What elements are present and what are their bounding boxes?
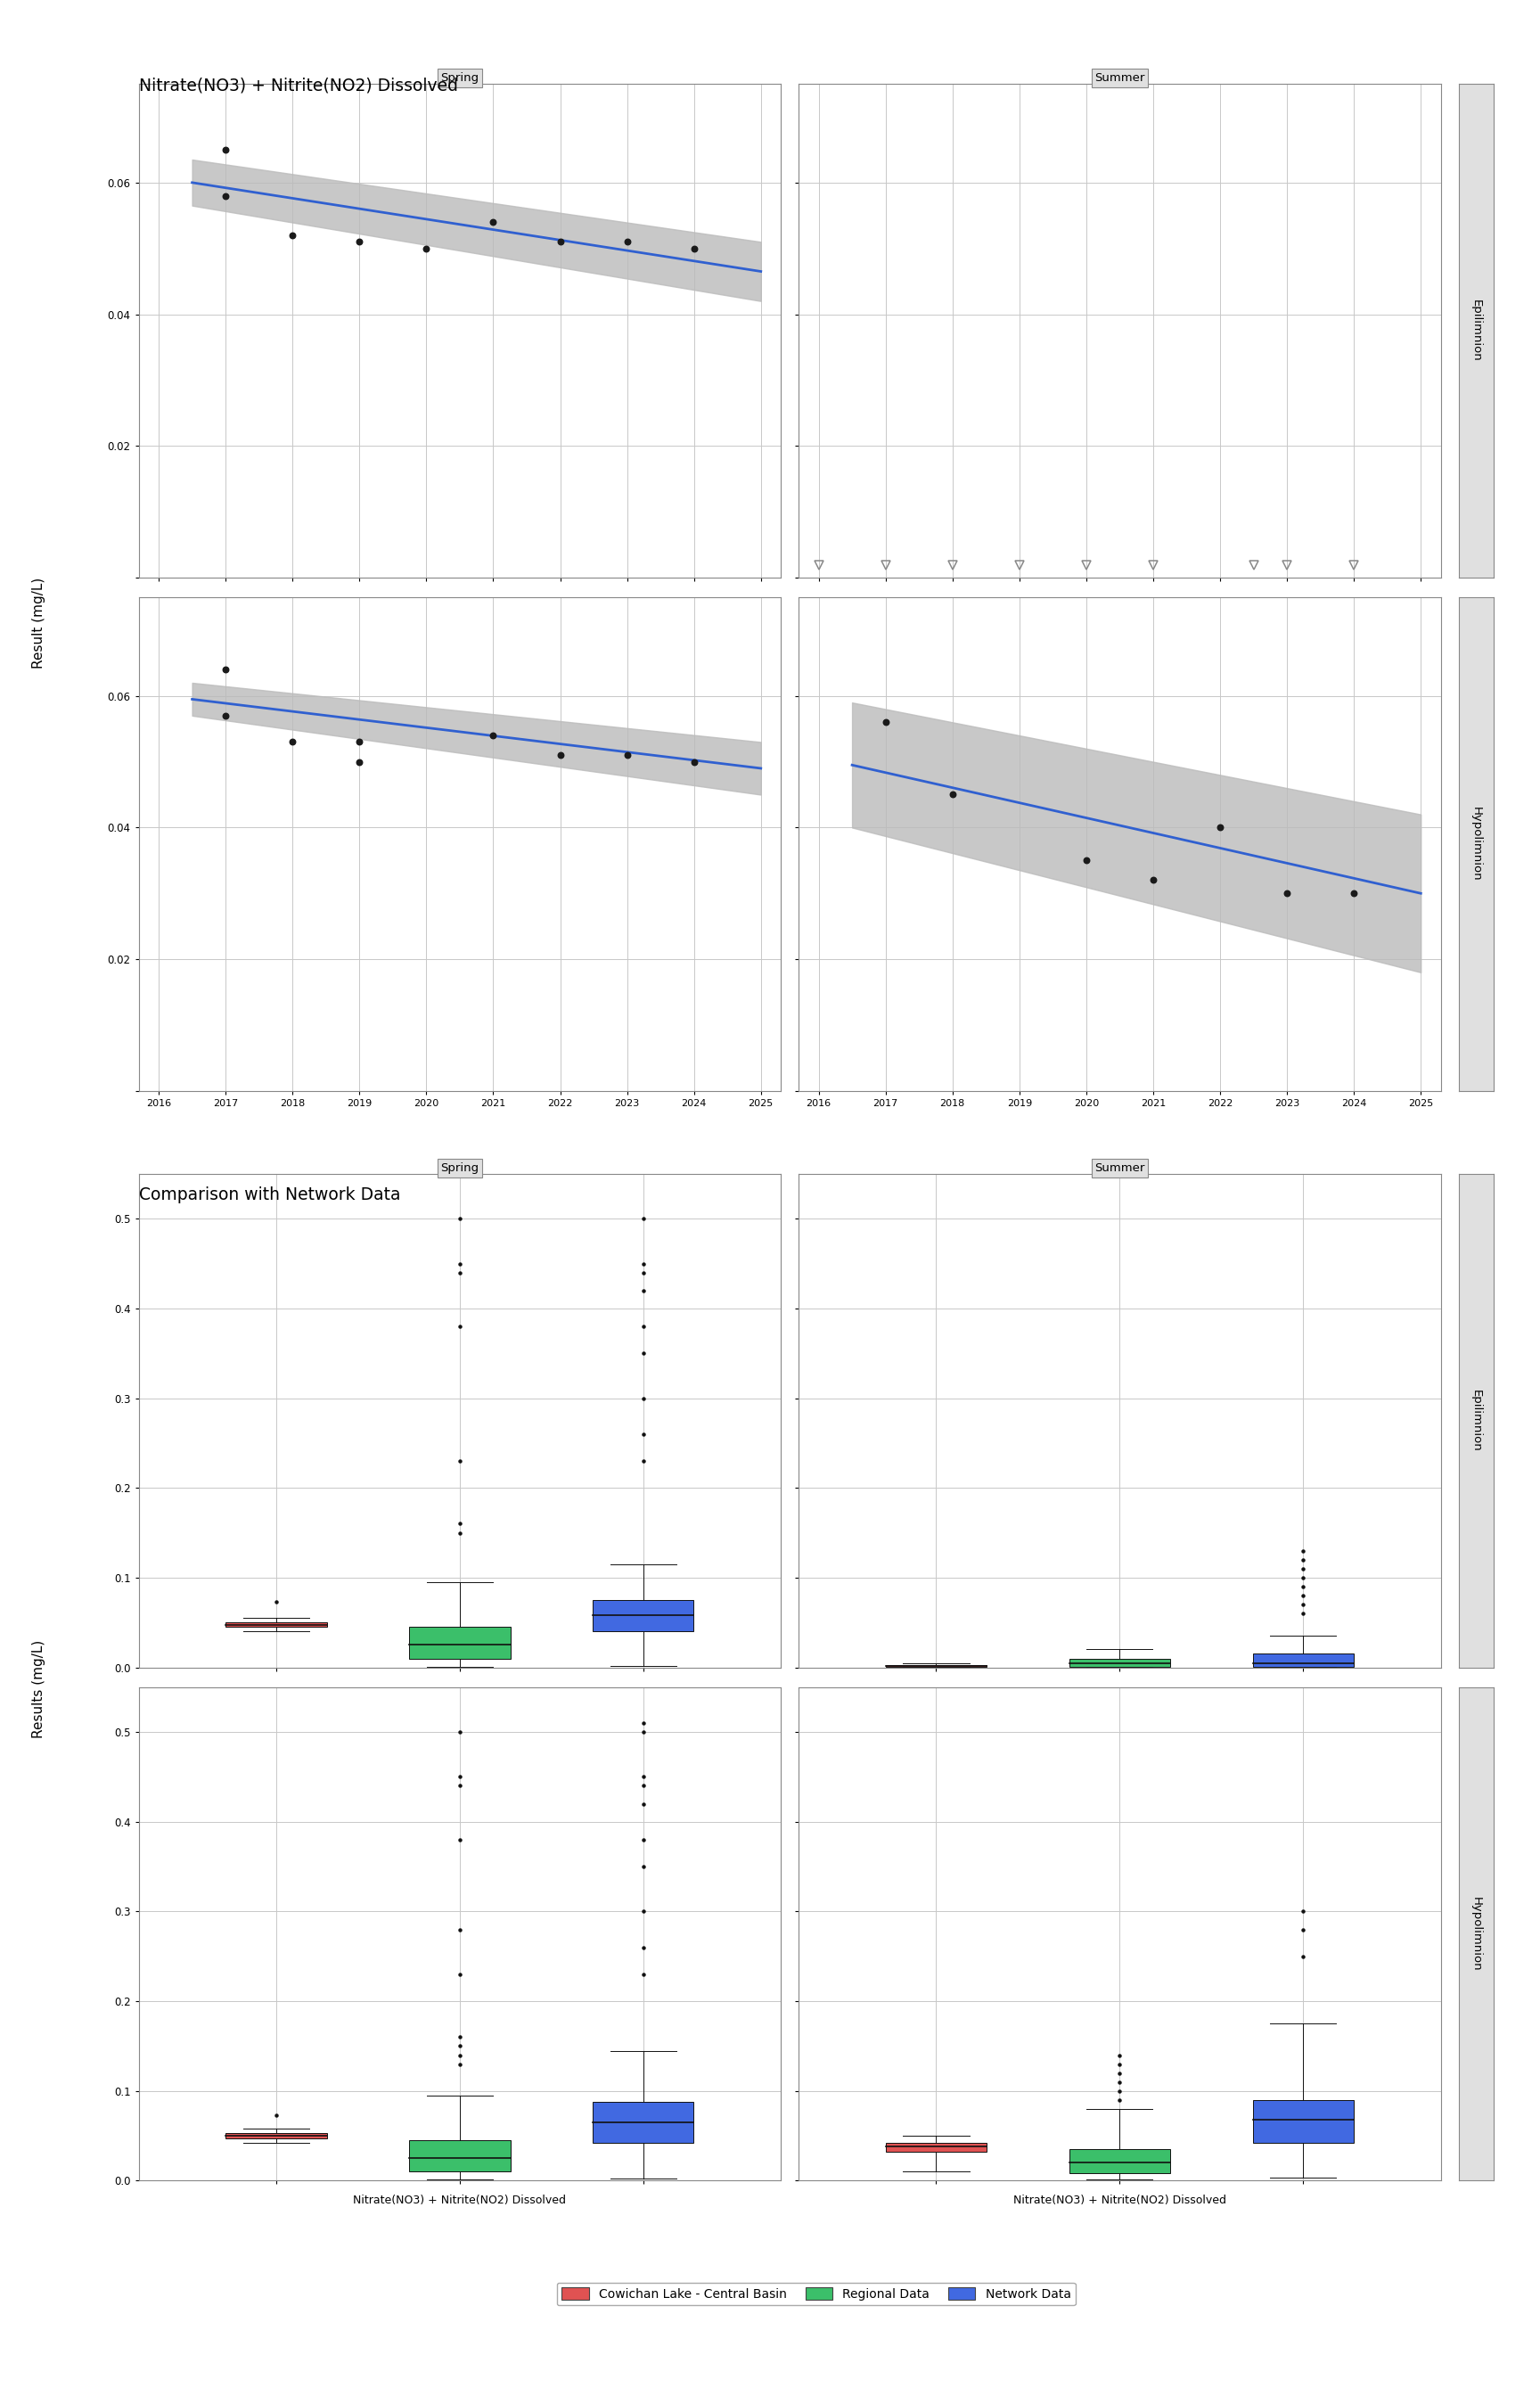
Text: Hypolimnion: Hypolimnion: [1471, 807, 1481, 882]
Point: [213, 649, 237, 688]
Point: [346, 724, 371, 762]
Point: [480, 716, 505, 755]
Point: [1073, 841, 1098, 879]
Text: Results (mg/L): Results (mg/L): [32, 1639, 45, 1739]
Title: Summer: Summer: [1095, 72, 1144, 84]
Point: [548, 223, 573, 261]
Point: [213, 129, 237, 168]
Point: [480, 204, 505, 242]
Bar: [410, 1627, 510, 1658]
Title: Spring: Spring: [440, 72, 479, 84]
Bar: [1069, 1658, 1170, 1668]
Point: [213, 177, 237, 216]
Title: Summer: Summer: [1095, 1162, 1144, 1174]
Bar: [226, 1622, 326, 1627]
Title: Spring: Spring: [440, 1162, 479, 1174]
Point: [1141, 860, 1166, 898]
Bar: [226, 2132, 326, 2140]
Bar: [885, 2142, 987, 2152]
Bar: [1069, 2149, 1170, 2173]
Text: Result (mg/L): Result (mg/L): [32, 577, 45, 668]
Text: Epilimnion: Epilimnion: [1471, 1390, 1481, 1452]
Text: Hypolimnion: Hypolimnion: [1471, 1898, 1481, 1972]
Bar: [1252, 2099, 1354, 2142]
Text: Epilimnion: Epilimnion: [1471, 300, 1481, 362]
Point: [1207, 807, 1232, 846]
Point: [548, 736, 573, 774]
Point: [346, 223, 371, 261]
Point: [414, 230, 439, 268]
Point: [682, 230, 707, 268]
X-axis label: Nitrate(NO3) + Nitrite(NO2) Dissolved: Nitrate(NO3) + Nitrite(NO2) Dissolved: [353, 2195, 567, 2207]
Point: [280, 216, 305, 254]
Point: [280, 724, 305, 762]
Bar: [593, 2101, 693, 2142]
Point: [213, 697, 237, 736]
Point: [614, 736, 639, 774]
Point: [1341, 875, 1366, 913]
Text: Nitrate(NO3) + Nitrite(NO2) Dissolved: Nitrate(NO3) + Nitrite(NO2) Dissolved: [139, 77, 457, 93]
Legend: Cowichan Lake - Central Basin, Regional Data, Network Data: Cowichan Lake - Central Basin, Regional …: [556, 2283, 1076, 2305]
Point: [614, 223, 639, 261]
Point: [939, 776, 964, 815]
Point: [346, 743, 371, 781]
Point: [1275, 875, 1300, 913]
Point: [682, 743, 707, 781]
Text: Comparison with Network Data: Comparison with Network Data: [139, 1186, 400, 1203]
Point: [873, 702, 898, 740]
X-axis label: Nitrate(NO3) + Nitrite(NO2) Dissolved: Nitrate(NO3) + Nitrite(NO2) Dissolved: [1013, 2195, 1226, 2207]
Bar: [1252, 1653, 1354, 1668]
Bar: [410, 2140, 510, 2171]
Bar: [593, 1601, 693, 1632]
